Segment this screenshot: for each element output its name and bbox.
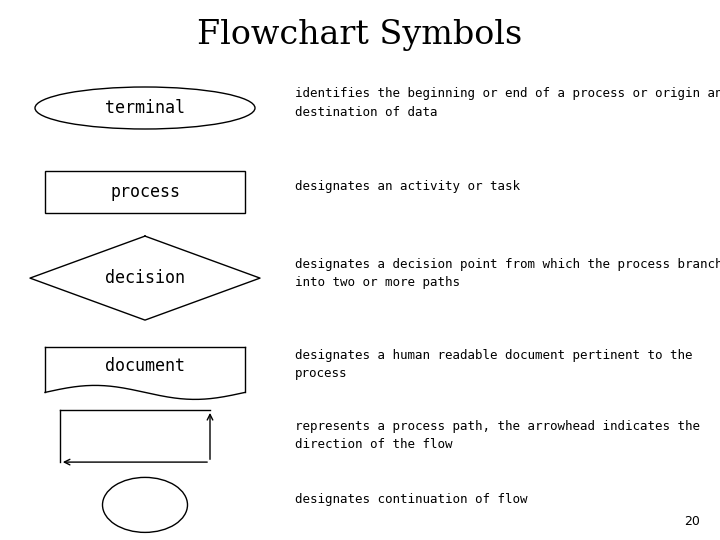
- Text: designates a decision point from which the process branches
into two or more pat: designates a decision point from which t…: [295, 258, 720, 288]
- Bar: [45, 171, 245, 213]
- Ellipse shape: [102, 477, 187, 532]
- Text: designates continuation of flow: designates continuation of flow: [295, 494, 528, 507]
- Text: designates a human readable document pertinent to the
process: designates a human readable document per…: [295, 349, 693, 380]
- Text: 20: 20: [684, 515, 700, 528]
- Text: designates an activity or task: designates an activity or task: [295, 180, 520, 193]
- Text: Flowchart Symbols: Flowchart Symbols: [197, 19, 523, 51]
- Text: decision: decision: [105, 269, 185, 287]
- Text: terminal: terminal: [105, 99, 185, 117]
- Text: represents a process path, the arrowhead indicates the
direction of the flow: represents a process path, the arrowhead…: [295, 420, 700, 450]
- Text: process: process: [110, 183, 180, 201]
- Text: identifies the beginning or end of a process or origin and
destination of data: identifies the beginning or end of a pro…: [295, 87, 720, 118]
- Ellipse shape: [35, 87, 255, 129]
- Text: document: document: [105, 357, 185, 375]
